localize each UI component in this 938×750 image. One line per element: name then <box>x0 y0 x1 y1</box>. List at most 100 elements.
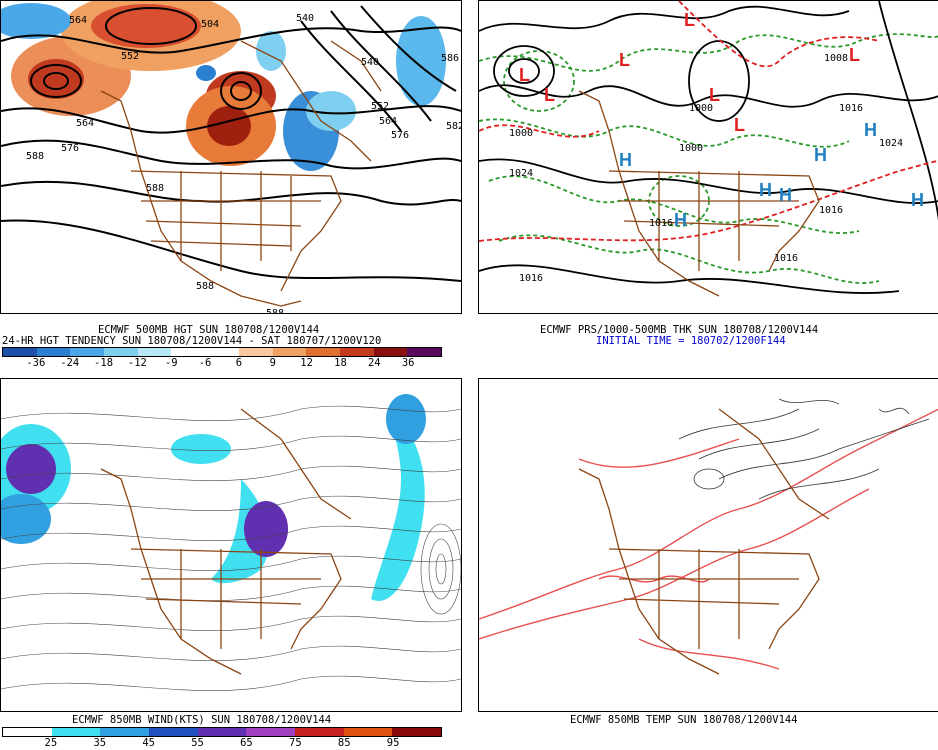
contour-label: 588 <box>266 308 284 313</box>
map-850mb-wind <box>1 394 461 691</box>
colorbar-label: -18 <box>94 357 114 369</box>
contour-label: 588 <box>146 183 164 194</box>
contour-label: 540 <box>361 57 379 68</box>
colorbar-swatch <box>3 348 37 356</box>
panel-500mb-height: 540 564 552 504 564 540 576 588 588 552 … <box>0 0 462 314</box>
map-850mb-temp <box>479 398 938 675</box>
tl-caption-line1: ECMWF 500MB HGT SUN 180708/1200V144 <box>98 324 320 336</box>
svg-text:H: H <box>759 180 772 200</box>
isobar-label: 1008 <box>824 53 848 64</box>
contour-label: 564 <box>76 118 94 129</box>
colorbar-swatch <box>100 728 150 736</box>
svg-text:L: L <box>684 10 695 30</box>
colorbar-swatch <box>407 348 441 356</box>
contour-label: 588 <box>26 151 44 162</box>
colorbar-label: 55 <box>191 737 204 749</box>
svg-text:L: L <box>544 85 555 105</box>
colorbar-swatch <box>149 728 198 736</box>
tr-caption-line2: INITIAL TIME = 180702/1200F144 <box>596 335 786 347</box>
map-500mb: 540 564 552 504 564 540 576 588 588 552 … <box>1 1 461 313</box>
colorbar-label: 18 <box>334 357 347 369</box>
colorbar-swatch <box>238 348 273 356</box>
colorbar-swatch <box>373 348 408 356</box>
colorbar-label: 25 <box>44 737 58 749</box>
isobar-label: 1000 <box>509 128 533 139</box>
tl-colorbar-labels: -36 -24 -18 -12 -9 -6 6 9 12 18 24 36 <box>2 357 442 369</box>
isobar-label: 1016 <box>649 218 673 229</box>
contour-label: 576 <box>61 143 79 154</box>
isobar-label: 1024 <box>879 138 903 149</box>
colorbar-swatch <box>205 348 239 356</box>
contour-label: 564 <box>69 15 87 26</box>
colorbar-label: 9 <box>269 357 276 369</box>
map-pressure: LLL LLL L HHH HHH H 1000 1016 1024 1000 … <box>479 1 938 297</box>
colorbar-label: 95 <box>386 737 400 749</box>
colorbar-swatch <box>36 348 71 356</box>
svg-text:L: L <box>709 85 720 105</box>
colorbar-swatch <box>3 728 52 736</box>
colorbar-swatch <box>70 348 105 356</box>
colorbar-label: 45 <box>142 737 155 749</box>
colorbar-swatch <box>137 348 172 356</box>
colorbar-swatch <box>246 728 296 736</box>
colorbar-swatch <box>295 728 344 736</box>
tl-colorbar <box>2 347 442 357</box>
contour-label: 586 <box>441 53 459 64</box>
colorbar-label: 24 <box>367 357 381 369</box>
contour-label: 540 <box>296 13 314 24</box>
contour-label: 582 <box>446 121 461 132</box>
colorbar-swatch <box>339 348 374 356</box>
isobar-label: 1016 <box>519 273 543 284</box>
panel-850mb-wind <box>0 378 462 712</box>
colorbar-swatch <box>272 348 307 356</box>
isobar-label: 1000 <box>689 103 713 114</box>
isobar-label: 1016 <box>774 253 798 264</box>
contour-label: 504 <box>201 19 219 30</box>
svg-text:H: H <box>911 190 924 210</box>
panel-850mb-temp <box>478 378 938 712</box>
colorbar-swatch <box>51 728 101 736</box>
isobar-label: 1016 <box>819 205 843 216</box>
colorbar-label: -24 <box>60 357 80 369</box>
bl-colorbar-labels: 25 35 45 55 65 75 85 95 <box>2 737 442 749</box>
colorbar-swatch <box>197 728 247 736</box>
contour-label: 588 <box>196 281 214 292</box>
colorbar-label: -36 <box>26 357 46 369</box>
bl-colorbar <box>2 727 442 737</box>
svg-text:H: H <box>619 150 632 170</box>
tl-caption-line2: 24-HR HGT TENDENCY SUN 180708/1200V144 -… <box>2 335 382 347</box>
isobar-label: 1016 <box>839 103 863 114</box>
svg-text:H: H <box>779 185 792 205</box>
colorbar-label: 6 <box>235 357 243 369</box>
contour-label: 552 <box>371 101 389 112</box>
svg-text:L: L <box>734 115 745 135</box>
bl-caption-line1: ECMWF 850MB WIND(KTS) SUN 180708/1200V14… <box>72 714 332 726</box>
colorbar-label: 12 <box>300 357 313 369</box>
isobar-label: 1024 <box>509 168 533 179</box>
colorbar-label: -9 <box>164 357 178 369</box>
br-caption-line1: ECMWF 850MB TEMP SUN 180708/1200V144 <box>570 714 798 726</box>
contour-label: 576 <box>391 130 409 141</box>
tr-caption-line1: ECMWF PRS/1000-500MB THK SUN 180708/1200… <box>540 324 819 336</box>
svg-text:H: H <box>674 210 687 230</box>
colorbar-label: -12 <box>127 357 147 369</box>
colorbar-label: 36 <box>401 357 415 369</box>
colorbar-label: 75 <box>289 737 302 749</box>
colorbar-swatch <box>104 348 138 356</box>
colorbar-swatch <box>392 728 442 736</box>
contour-label: 564 <box>379 116 397 127</box>
colorbar-swatch <box>343 728 393 736</box>
colorbar-swatch <box>306 348 340 356</box>
colorbar-label: -6 <box>198 357 212 369</box>
colorbar-label: 65 <box>240 737 253 749</box>
colorbar-label: 85 <box>337 737 351 749</box>
contour-label: 552 <box>121 51 139 62</box>
colorbar-swatch <box>171 348 206 356</box>
svg-text:H: H <box>864 120 877 140</box>
svg-text:H: H <box>814 145 827 165</box>
colorbar-label: 35 <box>93 737 107 749</box>
svg-text:L: L <box>849 45 860 65</box>
isobar-label: 1000 <box>679 143 703 154</box>
svg-text:L: L <box>619 50 630 70</box>
